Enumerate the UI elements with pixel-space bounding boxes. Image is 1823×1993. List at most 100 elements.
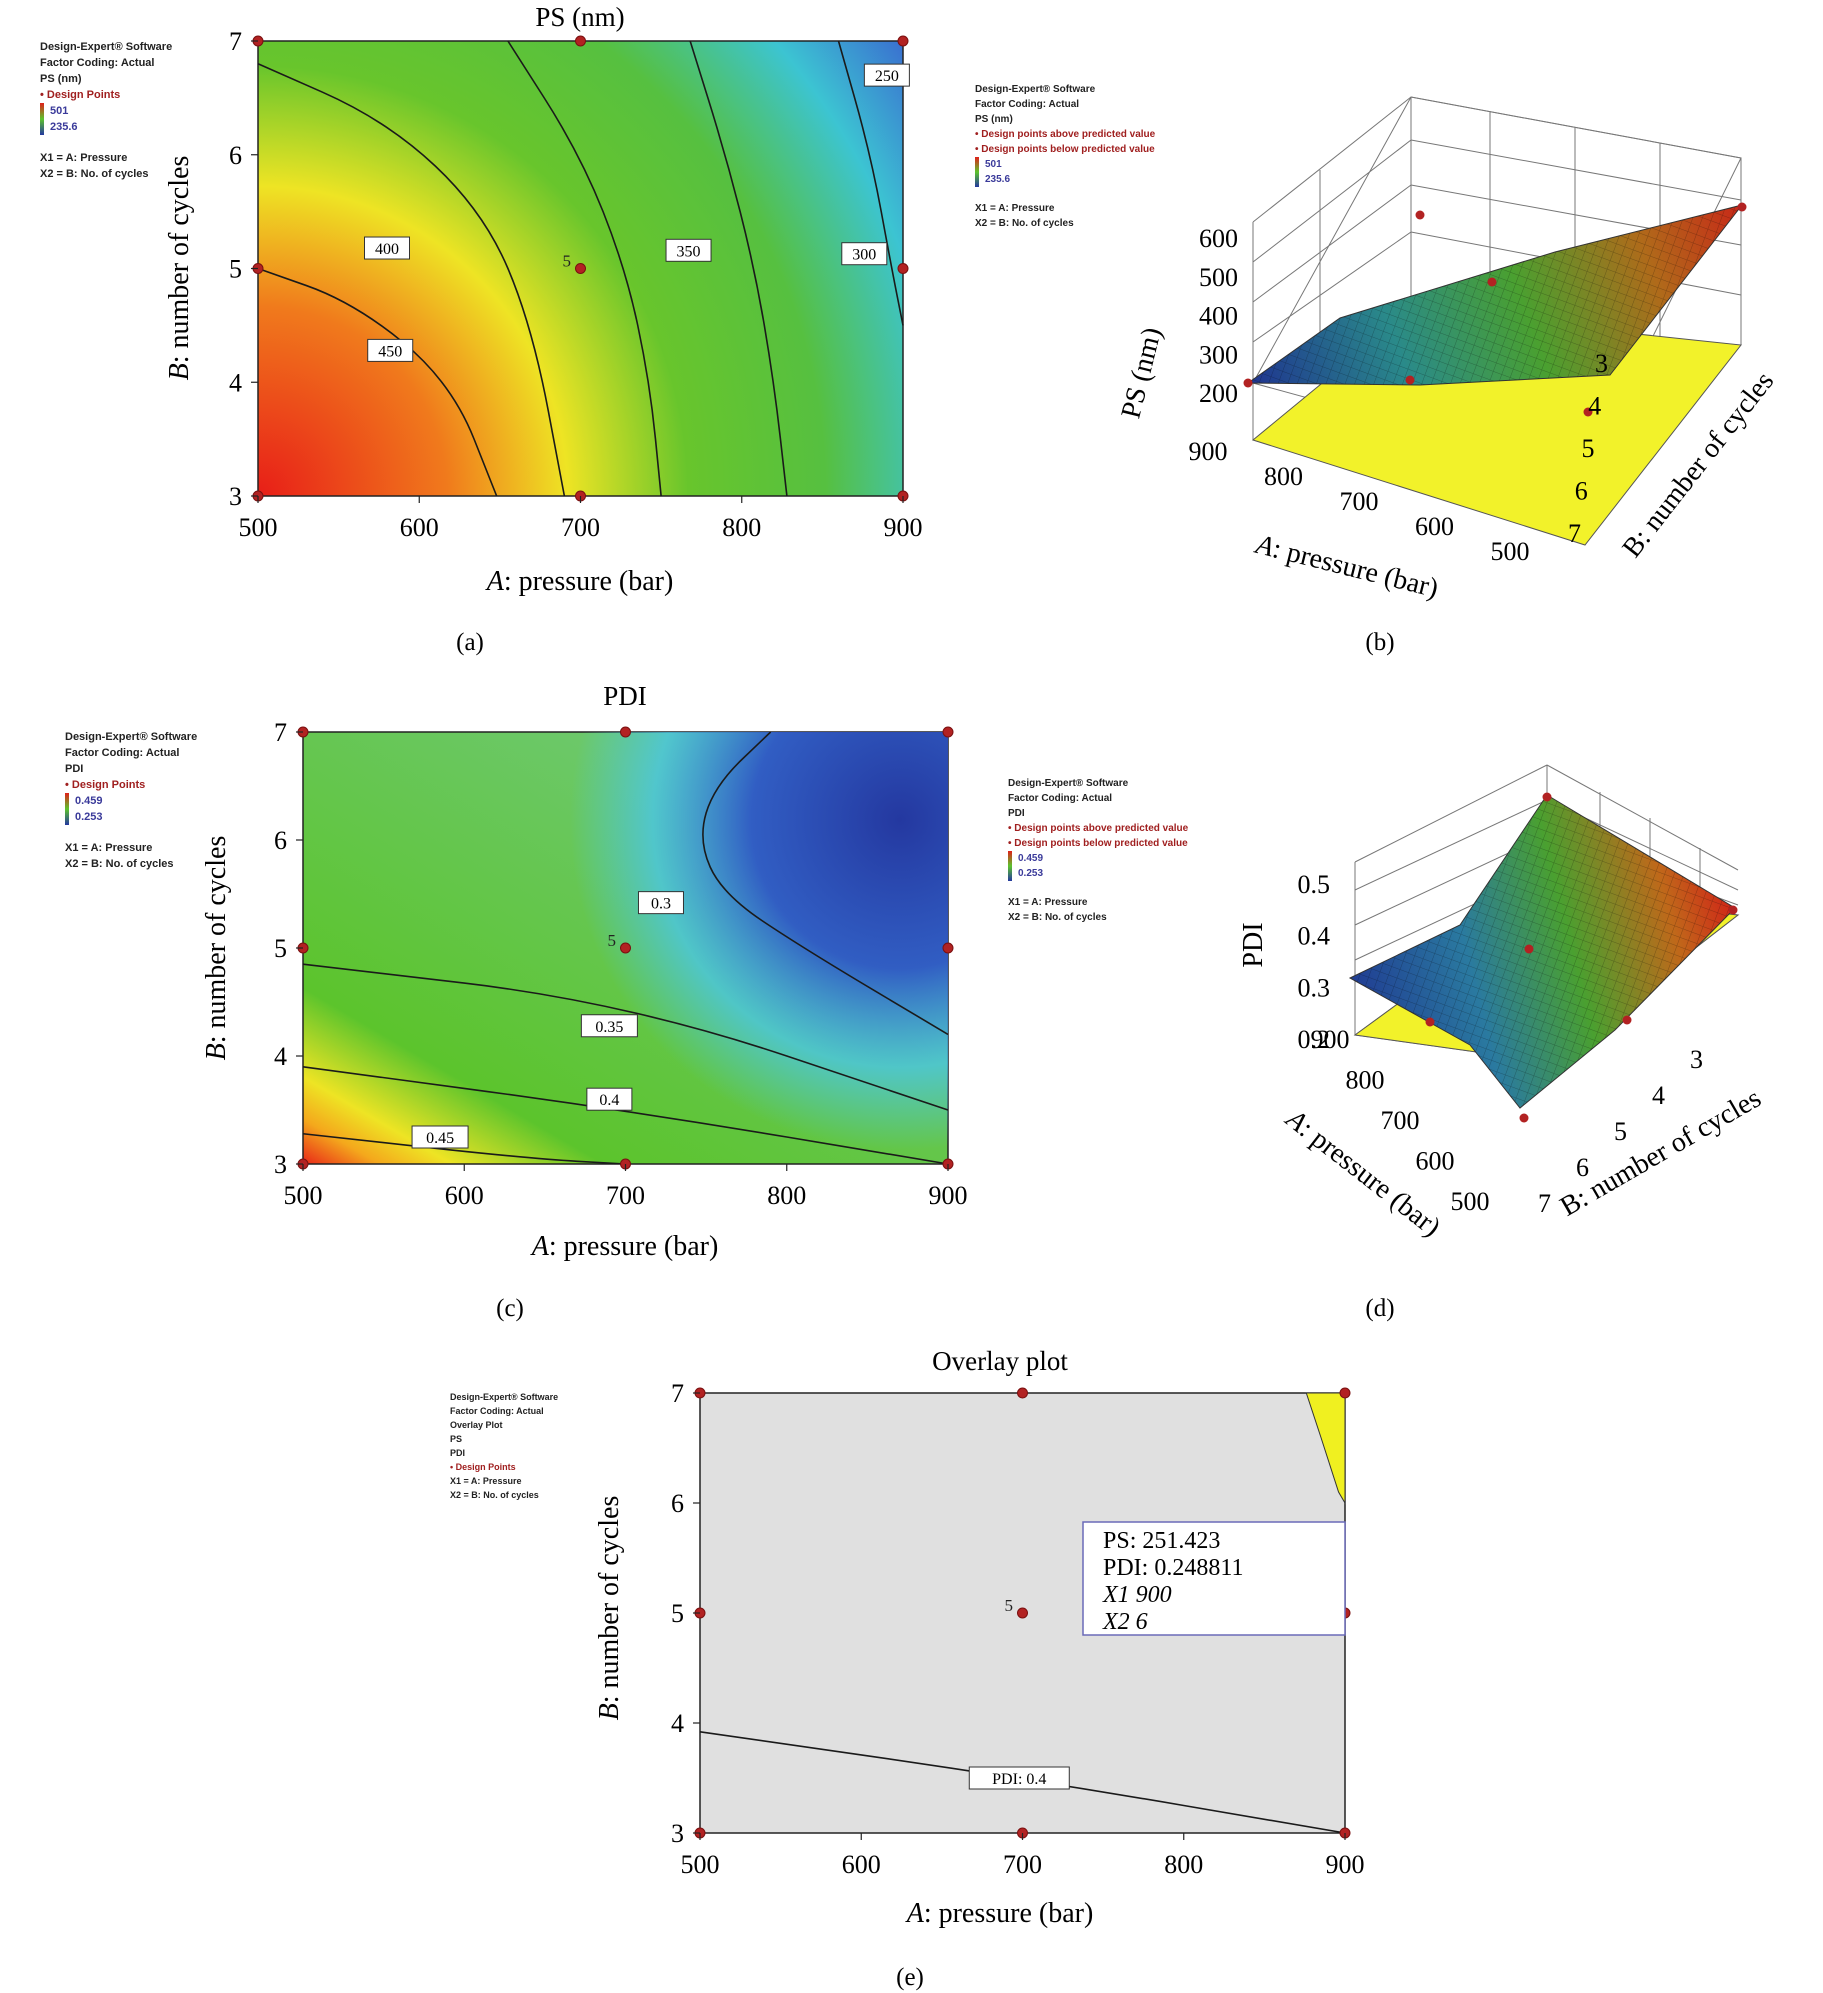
contour-label: PDI: 0.4 (992, 1771, 1046, 1788)
tick-label: 5 (1582, 434, 1595, 463)
center-replicate-count: 5 (608, 931, 617, 950)
y-tick-label: 5 (274, 934, 287, 963)
legend-line: X1 = A: Pressure (450, 1476, 521, 1486)
design-point (575, 263, 586, 274)
legend-line: 235.6 (985, 174, 1010, 185)
legend-line: Factor Coding: Actual (450, 1406, 544, 1416)
legend-line: X1 = A: Pressure (1008, 897, 1088, 908)
tick-label: 900 (1311, 1025, 1350, 1054)
contour-label-box (580, 1014, 638, 1038)
legend-line: • Design points above predicted value (975, 129, 1156, 140)
legend-colorbar (975, 157, 979, 187)
contour-label-box (364, 236, 410, 260)
y-axis-label-e: B: number of cycles (594, 1496, 625, 1721)
design-points-a: 5 (252, 35, 909, 502)
legend-d: Design-Expert® Software Factor Coding: Ac… (1008, 778, 1189, 923)
contour-label-box (586, 1087, 633, 1111)
legend-line: Design-Expert® Software (40, 41, 172, 53)
legend-line: PDI (1008, 808, 1025, 819)
legend-line: X1 = A: Pressure (40, 152, 127, 164)
design-point (897, 35, 909, 47)
y-tick-label: 6 (671, 1489, 684, 1518)
y-tick-label: 7 (274, 718, 287, 747)
legend-line: Factor Coding: Actual (1008, 793, 1112, 804)
legend-line: Overlay Plot (450, 1420, 503, 1430)
tick-label: 700 (1381, 1106, 1420, 1135)
legend-c: Design-Expert® Software Factor Coding: Ac… (65, 731, 197, 870)
tick-label: 500 (1199, 263, 1238, 292)
z-axis-label-d: PDI (1238, 922, 1269, 967)
design-point (575, 35, 586, 47)
design-point (1542, 792, 1552, 802)
design-point (620, 726, 631, 738)
tick-label: 3 (1595, 349, 1608, 378)
tick-label: 400 (1199, 302, 1238, 331)
y-tick-label: 3 (274, 1150, 287, 1179)
contour-label-box (968, 1766, 1070, 1790)
legend-line: 235.6 (50, 121, 78, 133)
x-tick-label: 500 (284, 1181, 323, 1210)
design-point (1487, 277, 1497, 287)
legend-a: Design-Expert® Software Factor Coding: Ac… (40, 41, 172, 180)
contours-e: PDI: 0.4 (699, 1731, 1346, 1834)
x-tick-label: 900 (1326, 1850, 1365, 1879)
y-tick-label: 6 (229, 141, 242, 170)
x-tick-label: 600 (400, 513, 439, 542)
design-point (1519, 1113, 1529, 1123)
legend-line: X2 = B: No. of cycles (450, 1490, 539, 1500)
tick-label: 600 (1416, 1147, 1455, 1176)
design-point (1737, 202, 1747, 212)
y-tick-label: 3 (229, 482, 242, 511)
legend-line: • Design points below predicted value (975, 144, 1155, 155)
feasible-region-e (1305, 1392, 1346, 1505)
flag-line-x2: X2 6 (1102, 1609, 1148, 1635)
legend-line: • Design Points (450, 1462, 516, 1472)
tick-label: 6 (1576, 1153, 1589, 1182)
tick-label: 600 (1415, 512, 1454, 541)
legend-line: X1 = A: Pressure (65, 842, 152, 854)
contour-line (699, 1731, 1346, 1834)
legend-line: Design-Expert® Software (1008, 778, 1129, 789)
contour-label: 450 (378, 343, 402, 360)
contours-a: 250 300 350 400 450 (257, 40, 910, 497)
legend-line: X1 = A: Pressure (975, 203, 1055, 214)
legend-line: Factor Coding: Actual (975, 99, 1079, 110)
contour-label: 250 (875, 68, 899, 85)
x-tick-label: 700 (606, 1181, 645, 1210)
legend-line: 0.459 (1018, 853, 1043, 864)
design-point (1017, 1607, 1028, 1619)
legend-line: 501 (50, 105, 68, 117)
tick-label: 5 (1614, 1117, 1627, 1146)
legend-line: X2 = B: No. of cycles (65, 858, 174, 870)
tick-label: 0.5 (1298, 870, 1331, 899)
x-axis-label-e: A: pressure (bar) (905, 1898, 1094, 1929)
contour-label: 0.4 (599, 1092, 619, 1109)
x-tick-label: 700 (1003, 1850, 1042, 1879)
chart-title-e: Overlay plot (932, 1346, 1068, 1376)
legend-line: PDI (65, 763, 83, 775)
design-point (1017, 1387, 1028, 1399)
contour-line (302, 1066, 949, 1165)
design-point (1524, 944, 1534, 954)
x-tick-label: 500 (239, 513, 278, 542)
contour-label: 0.3 (651, 896, 671, 913)
axes-b: 200 300 400 500 600 900 800 700 600 500 3 4 5 6 7 (1189, 224, 1609, 566)
x-axis-label-b: A: pressure (bar) (1251, 529, 1441, 605)
legend-line: Design-Expert® Software (450, 1392, 558, 1402)
design-point (1622, 1015, 1632, 1025)
legend-line: Design-Expert® Software (975, 84, 1096, 95)
y-tick-label: 4 (274, 1042, 287, 1071)
design-point (1339, 1387, 1351, 1399)
contour-line (837, 40, 904, 326)
contour-label: 300 (852, 247, 876, 264)
flag-line-pdi: PDI: 0.248811 (1103, 1555, 1243, 1581)
legend-colorbar (1008, 851, 1012, 881)
tick-label: 500 (1451, 1187, 1490, 1216)
legend-line: Factor Coding: Actual (65, 747, 179, 759)
contour-line (689, 40, 788, 497)
axes-e: 500 600 700 800 900 3 4 5 6 7 (671, 1379, 1365, 1879)
center-replicate-count: 5 (563, 252, 572, 271)
tick-label: 7 (1568, 519, 1581, 548)
